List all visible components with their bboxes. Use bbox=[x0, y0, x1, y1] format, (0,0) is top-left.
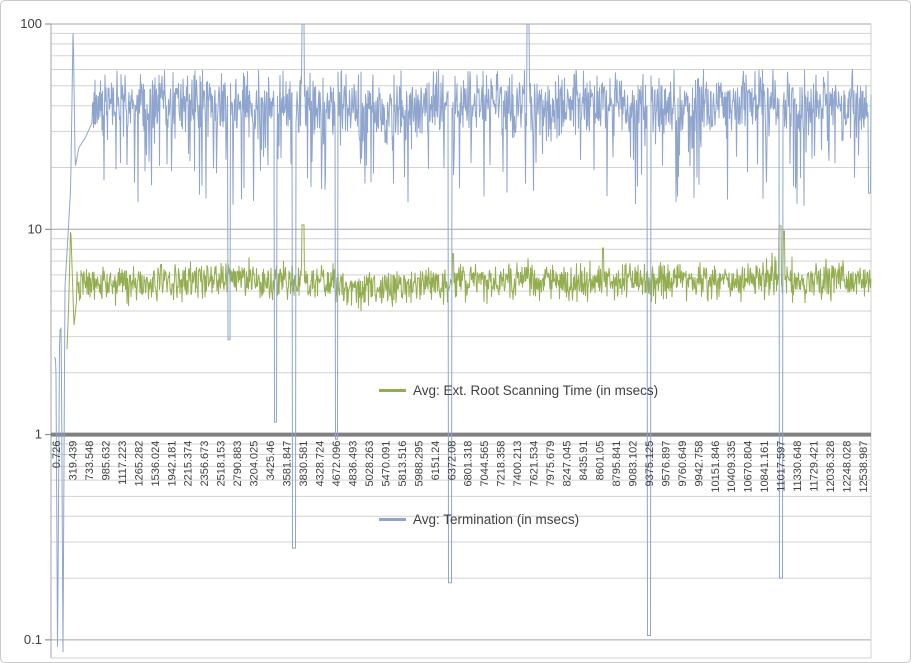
svg-text:10409.335: 10409.335 bbox=[726, 441, 738, 493]
svg-text:12538.987: 12538.987 bbox=[858, 441, 870, 493]
svg-text:2215.374: 2215.374 bbox=[183, 441, 195, 487]
svg-text:3581.847: 3581.847 bbox=[282, 441, 294, 487]
svg-text:0.726: 0.726 bbox=[51, 441, 63, 469]
svg-text:9760.649: 9760.649 bbox=[677, 441, 689, 487]
svg-text:8435.91: 8435.91 bbox=[578, 441, 590, 481]
svg-text:4672.096: 4672.096 bbox=[331, 441, 343, 487]
legend-termination: Avg: Termination (in msecs) bbox=[379, 512, 579, 527]
svg-text:2790.883: 2790.883 bbox=[232, 441, 244, 487]
svg-text:10151.846: 10151.846 bbox=[710, 441, 722, 493]
svg-text:7218.358: 7218.358 bbox=[496, 441, 508, 487]
svg-text:319.439: 319.439 bbox=[67, 441, 79, 481]
svg-text:733.548: 733.548 bbox=[84, 441, 96, 481]
svg-text:5028.263: 5028.263 bbox=[364, 441, 376, 487]
svg-text:6151.24: 6151.24 bbox=[430, 441, 442, 481]
svg-text:1265.282: 1265.282 bbox=[133, 441, 145, 487]
svg-text:985.632: 985.632 bbox=[100, 441, 112, 481]
svg-text:6801.318: 6801.318 bbox=[463, 441, 475, 487]
svg-text:2356.673: 2356.673 bbox=[199, 441, 211, 487]
svg-text:1: 1 bbox=[35, 427, 42, 442]
svg-text:3830.581: 3830.581 bbox=[298, 441, 310, 487]
svg-text:1942.181: 1942.181 bbox=[166, 441, 178, 487]
svg-text:4328.724: 4328.724 bbox=[315, 441, 327, 487]
svg-text:3204.025: 3204.025 bbox=[249, 441, 261, 487]
svg-text:11017.597: 11017.597 bbox=[776, 441, 788, 492]
svg-text:9576.897: 9576.897 bbox=[660, 441, 672, 487]
svg-text:9083.102: 9083.102 bbox=[627, 441, 639, 487]
svg-text:9942.758: 9942.758 bbox=[693, 441, 705, 487]
legend-line-sample-blue bbox=[379, 518, 406, 521]
svg-text:7975.679: 7975.679 bbox=[545, 441, 557, 487]
svg-text:8247.045: 8247.045 bbox=[562, 441, 574, 487]
svg-text:10: 10 bbox=[28, 221, 42, 236]
svg-text:10670.804: 10670.804 bbox=[743, 441, 755, 493]
svg-text:12248.028: 12248.028 bbox=[842, 441, 854, 493]
svg-text:5813.516: 5813.516 bbox=[397, 441, 409, 487]
svg-text:11330.648: 11330.648 bbox=[792, 441, 804, 492]
svg-text:3425.46: 3425.46 bbox=[265, 441, 277, 481]
svg-text:7044.565: 7044.565 bbox=[479, 441, 491, 487]
svg-text:1117.223: 1117.223 bbox=[117, 441, 129, 485]
legend-line-sample-green bbox=[379, 389, 406, 392]
svg-text:2518.153: 2518.153 bbox=[216, 441, 228, 487]
svg-text:12036.328: 12036.328 bbox=[825, 441, 837, 493]
legend-ext-root-scanning-time: Avg: Ext. Root Scanning Time (in msecs) bbox=[379, 383, 658, 398]
svg-text:8795.841: 8795.841 bbox=[611, 441, 623, 487]
legend-label: Avg: Termination (in msecs) bbox=[413, 512, 580, 527]
svg-text:7621.534: 7621.534 bbox=[529, 441, 541, 487]
svg-text:11729.421: 11729.421 bbox=[809, 441, 821, 492]
svg-text:9375.125: 9375.125 bbox=[644, 441, 656, 487]
svg-text:0.1: 0.1 bbox=[24, 632, 42, 647]
svg-text:4836.493: 4836.493 bbox=[347, 441, 359, 487]
svg-text:100: 100 bbox=[20, 16, 42, 31]
legend-label: Avg: Ext. Root Scanning Time (in msecs) bbox=[413, 383, 659, 398]
svg-text:1536.024: 1536.024 bbox=[150, 441, 162, 487]
svg-text:5988.295: 5988.295 bbox=[413, 441, 425, 487]
svg-text:8601.05: 8601.05 bbox=[594, 441, 606, 481]
svg-text:7400.213: 7400.213 bbox=[512, 441, 524, 487]
svg-text:5470.091: 5470.091 bbox=[380, 441, 392, 487]
svg-text:6372.08: 6372.08 bbox=[446, 441, 458, 481]
svg-text:10841.161: 10841.161 bbox=[759, 441, 771, 493]
